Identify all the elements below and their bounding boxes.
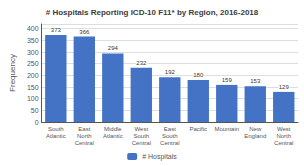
svg-text:North: North [276,133,291,139]
svg-text:366: 366 [79,29,90,35]
svg-text:0: 0 [35,119,39,126]
svg-text:400: 400 [27,25,39,32]
svg-text:Central: Central [274,140,293,146]
svg-text:Central: Central [75,140,94,146]
svg-text:England: England [244,133,266,139]
svg-text:West: West [135,126,149,132]
svg-text:180: 180 [193,72,204,78]
svg-text:West: West [277,126,291,132]
svg-text:South: South [48,126,64,132]
svg-text:100: 100 [27,95,39,102]
svg-text:North: North [77,133,92,139]
svg-text:232: 232 [136,60,147,66]
svg-text:# Hospitals Reporting ICD-10 F: # Hospitals Reporting ICD-10 F11* by Reg… [46,8,259,17]
svg-text:Middle: Middle [104,126,122,132]
svg-text:Frequency: Frequency [8,54,17,92]
svg-text:Atlantic: Atlantic [46,133,66,139]
svg-text:South: South [133,133,149,139]
svg-text:East: East [78,126,90,132]
svg-text:New: New [249,126,262,132]
svg-text:50: 50 [31,107,39,114]
svg-text:150: 150 [27,84,39,91]
svg-text:300: 300 [27,49,39,56]
svg-text:Atlantic: Atlantic [103,133,123,139]
svg-text:Pacific: Pacific [189,126,207,132]
svg-text:250: 250 [27,60,39,67]
svg-text:Central: Central [160,140,179,146]
svg-text:159: 159 [222,77,233,83]
svg-text:373: 373 [51,27,62,33]
svg-text:200: 200 [27,72,39,79]
svg-text:350: 350 [27,37,39,44]
svg-text:# Hospitals: # Hospitals [142,153,177,161]
svg-text:294: 294 [108,45,119,51]
svg-text:East: East [164,126,176,132]
svg-text:153: 153 [250,78,261,84]
svg-text:192: 192 [165,69,176,75]
svg-text:South: South [162,133,178,139]
svg-text:Central: Central [132,140,151,146]
svg-text:Mountain: Mountain [214,126,239,132]
svg-text:129: 129 [279,84,290,90]
